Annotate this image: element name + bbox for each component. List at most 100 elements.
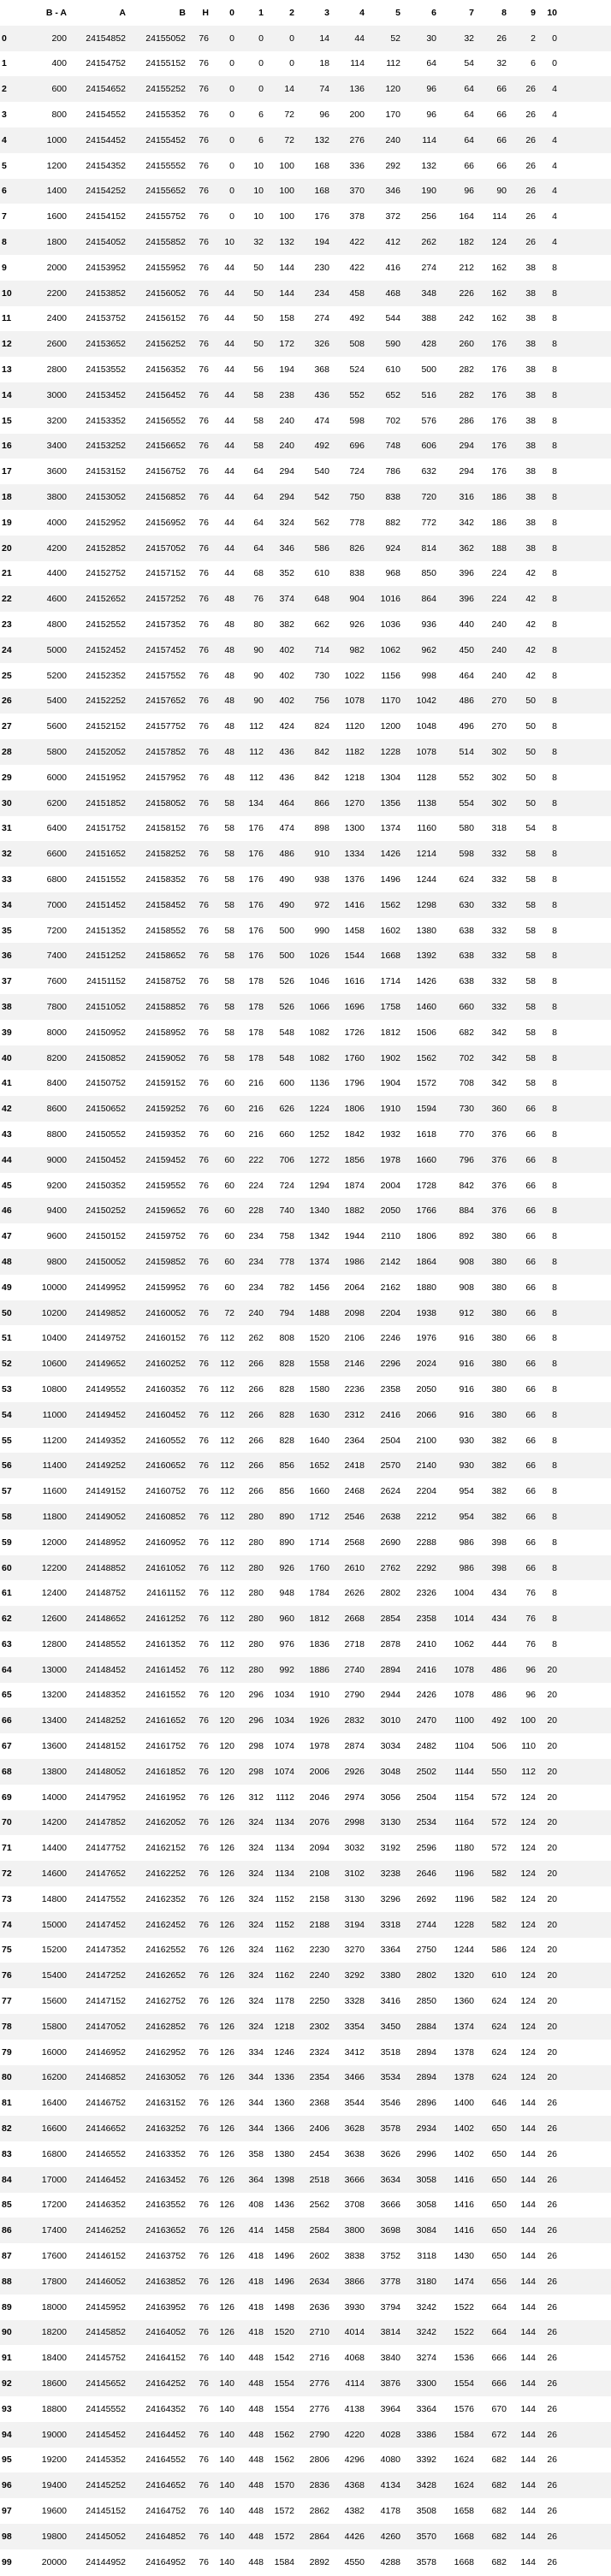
table-cell: 24164552 <box>145 2455 186 2466</box>
table-cell: 24150752 <box>86 1078 126 1089</box>
table-cell: 10600 <box>41 1359 67 1370</box>
table-cell: 24147952 <box>86 1791 126 1803</box>
table-cell: 1784 <box>309 1588 329 1599</box>
table-cell: 126 <box>219 2072 234 2083</box>
table-cell: 3708 <box>344 2200 365 2211</box>
row-index: 67 <box>2 1741 12 1752</box>
table-cell: 3296 <box>380 1893 400 1904</box>
table-cell: 1572 <box>274 2505 294 2516</box>
table-cell: 10 <box>224 237 234 248</box>
table-row: 72 14600 24147652 24162252 76 126 324 1134 2108 3… <box>0 1861 611 1886</box>
table-cell: 162 <box>491 287 507 299</box>
table-cell: 76 <box>199 2021 209 2032</box>
table-cell: 42 <box>525 594 536 605</box>
table-cell: 10800 <box>41 1383 67 1395</box>
table-cell: 24153852 <box>86 287 126 299</box>
table-cell: 2358 <box>416 1614 436 1625</box>
table-cell: 76 <box>525 1614 536 1625</box>
row-index: 91 <box>2 2353 12 2364</box>
table-cell: 112 <box>220 1537 234 1548</box>
table-cell: 24159852 <box>145 1256 186 1267</box>
table-cell: 24151852 <box>86 797 126 808</box>
table-cell: 3130 <box>380 1817 400 1828</box>
table-cell: 48 <box>224 747 234 757</box>
table-cell: 8 <box>552 1307 557 1318</box>
table-cell: 1270 <box>344 797 365 808</box>
table-cell: 778 <box>279 1256 294 1267</box>
row-index: 84 <box>2 2174 12 2185</box>
table-cell: 24161752 <box>145 1741 186 1752</box>
table-cell: 3626 <box>380 2148 400 2159</box>
table-cell: 24147752 <box>86 1843 126 1854</box>
table-cell: 434 <box>491 1614 507 1625</box>
row-index: 99 <box>2 2556 12 2567</box>
table-cell: 756 <box>314 696 329 707</box>
table-cell: 1624 <box>454 2455 474 2466</box>
table-cell: 380 <box>491 1256 507 1267</box>
row-index: 16 <box>2 441 12 452</box>
table-cell: 76 <box>199 899 209 910</box>
table-cell: 2776 <box>309 2378 329 2389</box>
table-cell: 1214 <box>416 849 436 860</box>
table-cell: 8 <box>552 466 557 477</box>
table-cell: 20 <box>547 1741 557 1752</box>
table-cell: 772 <box>421 517 436 528</box>
column-header: 4 <box>359 7 365 18</box>
table-row: 76 15400 24147252 24162652 76 126 324 1162 2240 3… <box>0 1963 611 1989</box>
table-cell: 58 <box>525 1001 536 1012</box>
table-cell: 450 <box>459 644 474 655</box>
table-cell: 8 <box>552 1511 557 1522</box>
table-cell: 402 <box>279 696 294 707</box>
row-index: 62 <box>2 1614 12 1625</box>
table-cell: 162 <box>491 262 507 273</box>
table-cell: 1976 <box>416 1333 436 1344</box>
table-cell: 10 <box>253 211 264 222</box>
table-cell: 24157852 <box>145 747 186 757</box>
table-cell: 96 <box>319 110 329 121</box>
table-cell: 76 <box>199 1154 209 1165</box>
table-cell: 650 <box>491 2123 507 2135</box>
table-cell: 8 <box>552 976 557 987</box>
table-cell: 76 <box>199 2276 209 2287</box>
table-cell: 1726 <box>344 1027 365 1038</box>
table-cell: 276 <box>349 134 365 145</box>
table-cell: 26 <box>525 110 536 121</box>
table-cell: 126 <box>219 2327 234 2338</box>
table-cell: 2236 <box>344 1383 365 1395</box>
table-cell: 1134 <box>275 1817 294 1828</box>
table-cell: 8 <box>552 1104 557 1115</box>
table-cell: 176 <box>248 925 264 936</box>
table-cell: 24154752 <box>86 58 126 69</box>
row-index: 86 <box>2 2225 12 2236</box>
table-cell: 66 <box>496 110 507 121</box>
table-cell: 3930 <box>344 2301 365 2312</box>
table-cell: 24157552 <box>145 670 186 681</box>
table-cell: 856 <box>279 1486 294 1497</box>
table-cell: 626 <box>279 1104 294 1115</box>
table-cell: 1224 <box>309 1104 329 1115</box>
table-cell: 240 <box>491 619 507 631</box>
table-cell: 342 <box>491 1052 507 1063</box>
table-cell: 144 <box>520 2276 536 2287</box>
table-cell: 2050 <box>416 1383 436 1395</box>
table-cell: 126 <box>219 1843 234 1854</box>
table-cell: 2200 <box>46 287 67 299</box>
table-cell: 44 <box>224 568 234 579</box>
table-cell: 8 <box>552 1205 557 1217</box>
table-cell: 572 <box>491 1817 507 1828</box>
table-cell: 24158552 <box>145 925 186 936</box>
table-cell: 64 <box>253 542 264 554</box>
table-cell: 17000 <box>41 2174 67 2185</box>
table-cell: 16800 <box>41 2148 67 2159</box>
table-cell: 26 <box>525 134 536 145</box>
table-cell: 126 <box>219 1996 234 2007</box>
table-cell: 1554 <box>274 2378 294 2389</box>
table-cell: 242 <box>459 313 474 324</box>
table-cell: 0 <box>229 211 234 222</box>
table-cell: 12600 <box>41 1614 67 1625</box>
table-cell: 114 <box>350 58 365 69</box>
table-cell: 26 <box>547 2531 557 2542</box>
table-cell: 348 <box>421 287 436 299</box>
table-cell: 8 <box>552 1180 557 1191</box>
table-cell: 48 <box>224 619 234 631</box>
